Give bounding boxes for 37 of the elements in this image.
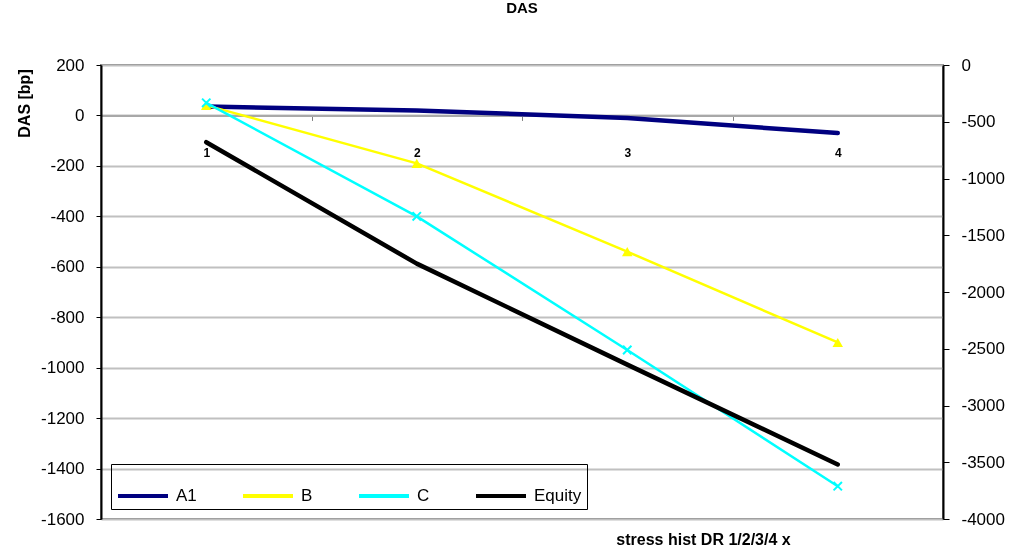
y-tick-label: -800 bbox=[50, 307, 85, 327]
y-axis-title: DAS [bp] bbox=[15, 69, 33, 138]
y-tick-label: -1000 bbox=[41, 358, 85, 378]
y-tick-label: -1600 bbox=[41, 509, 85, 529]
line-series bbox=[204, 139, 840, 467]
y-tick-label: -400 bbox=[50, 206, 85, 226]
x-tick-label: 3 bbox=[624, 145, 632, 160]
point bbox=[832, 337, 843, 347]
y2-tick-label: -3500 bbox=[961, 452, 1005, 472]
point bbox=[411, 158, 422, 168]
x-tick-label: 4 bbox=[834, 145, 842, 160]
point bbox=[411, 211, 422, 222]
y-tick-label: -1400 bbox=[41, 459, 85, 479]
y-tick-label: -200 bbox=[50, 156, 85, 176]
y-tick-label: 0 bbox=[75, 105, 85, 125]
chart-title: DAS bbox=[506, 0, 538, 16]
y2-tick-label: -1500 bbox=[961, 225, 1005, 245]
y2-tick-label: -1000 bbox=[961, 169, 1005, 188]
legend-label: B bbox=[301, 486, 313, 505]
y2-tick-label: -3000 bbox=[961, 396, 1005, 415]
point bbox=[622, 344, 633, 356]
legend-label: Equity bbox=[534, 486, 582, 505]
y2-tick-label: -2500 bbox=[961, 339, 1005, 359]
legend-label: A1 bbox=[176, 486, 197, 505]
y-tick-label: -1200 bbox=[41, 408, 85, 428]
y2-tick-label: -2000 bbox=[961, 282, 1005, 302]
y2-tick-label: -500 bbox=[961, 112, 996, 132]
y2-tick-label: 0 bbox=[961, 55, 971, 75]
legend-label: C bbox=[417, 486, 430, 505]
point bbox=[832, 481, 843, 492]
x-tick-label: 1 bbox=[203, 145, 211, 160]
x-tick-label: 2 bbox=[413, 145, 421, 160]
y-tick-label: 200 bbox=[56, 55, 85, 75]
point bbox=[622, 247, 633, 257]
y-tick-label: -600 bbox=[50, 257, 85, 277]
x-axis-title: stress hist DR 1/2/3/4 x bbox=[616, 530, 791, 548]
y2-tick-label: -4000 bbox=[961, 509, 1005, 529]
